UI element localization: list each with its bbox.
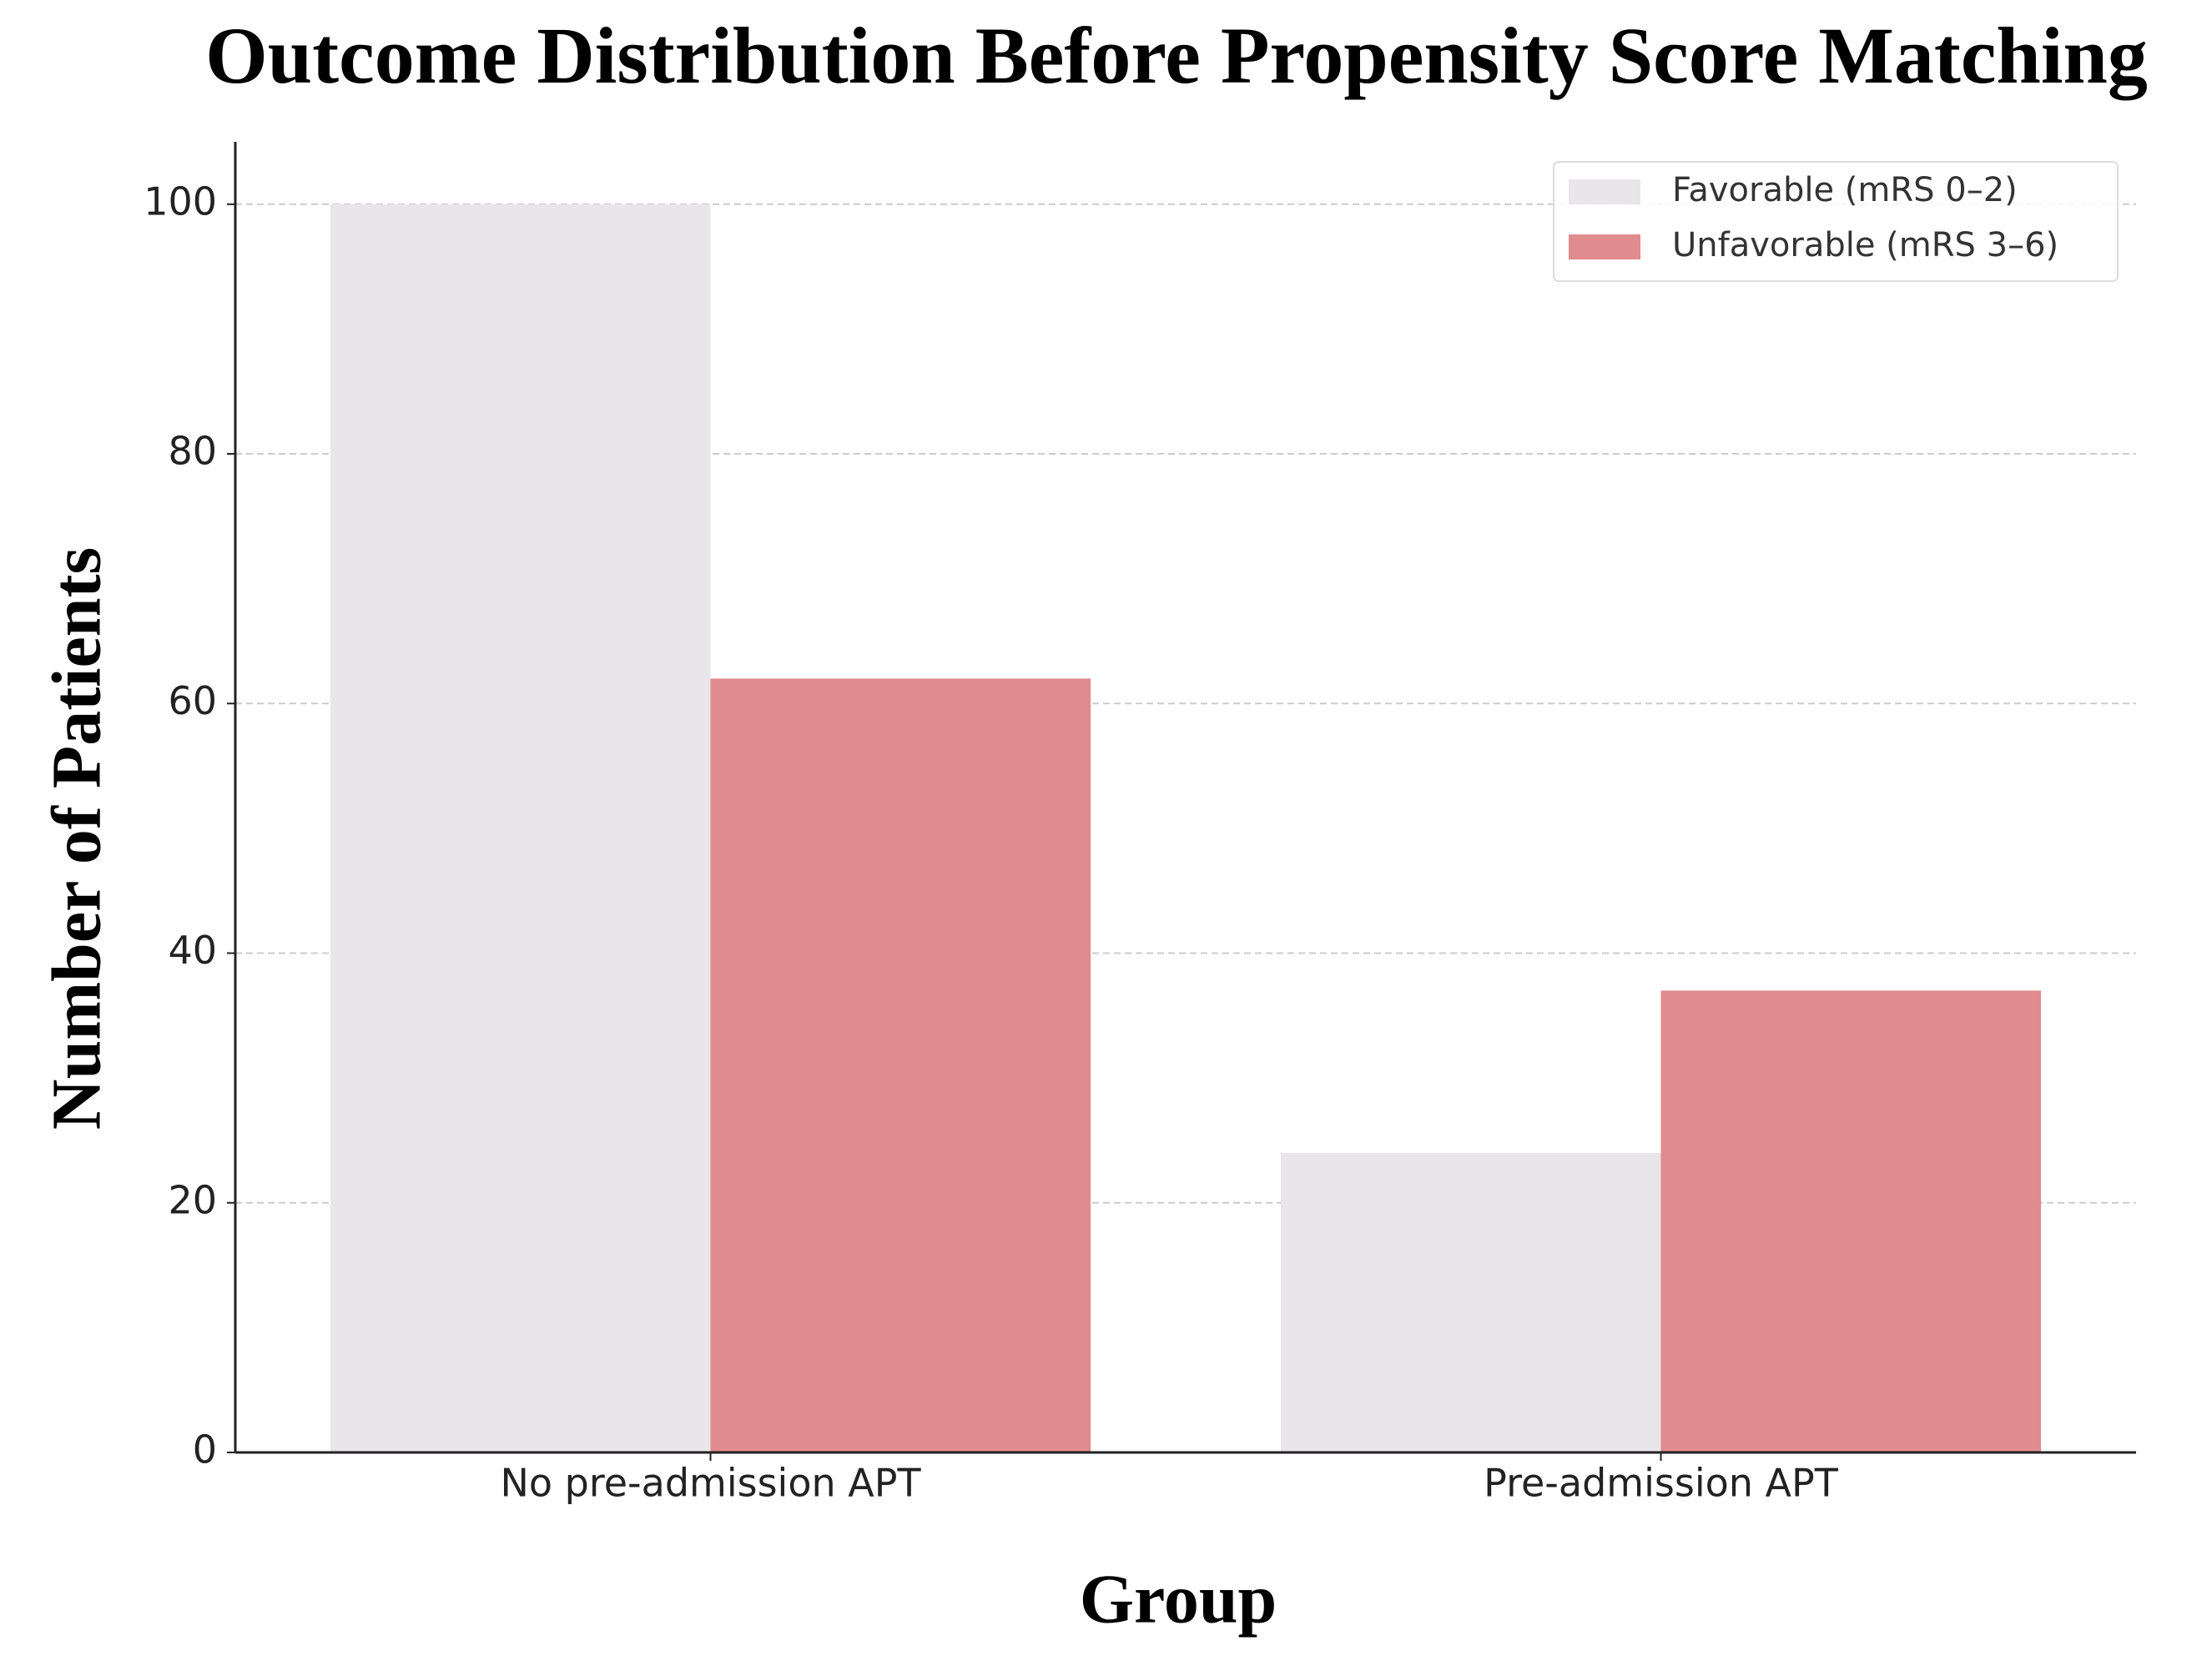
y-tick-label: 100 [144,179,217,224]
bar [710,678,1091,1452]
legend-swatch [1569,179,1640,204]
y-tick-label: 40 [168,928,217,973]
legend-label: Favorable (mRS 0–2) [1672,171,2018,209]
x-tick-label: No pre-admission APT [500,1461,921,1506]
legend-label: Unfavorable (mRS 3–6) [1672,226,2058,264]
chart-title: Outcome Distribution Before Propensity S… [205,11,2148,100]
y-tick-label: 20 [168,1177,217,1222]
y-axis-label: Number of Patients [38,547,115,1130]
bar [330,204,711,1452]
y-tick-label: 0 [193,1427,217,1472]
legend-box [1553,161,2119,282]
x-axis-label: Group [1080,1560,1277,1638]
legend-swatch [1569,234,1640,259]
x-tick-label: Pre-admission APT [1484,1461,1839,1506]
y-tick-label: 60 [168,678,217,723]
bar [1660,990,2042,1452]
bar [1280,1152,1661,1452]
y-tick-label: 80 [168,429,217,474]
